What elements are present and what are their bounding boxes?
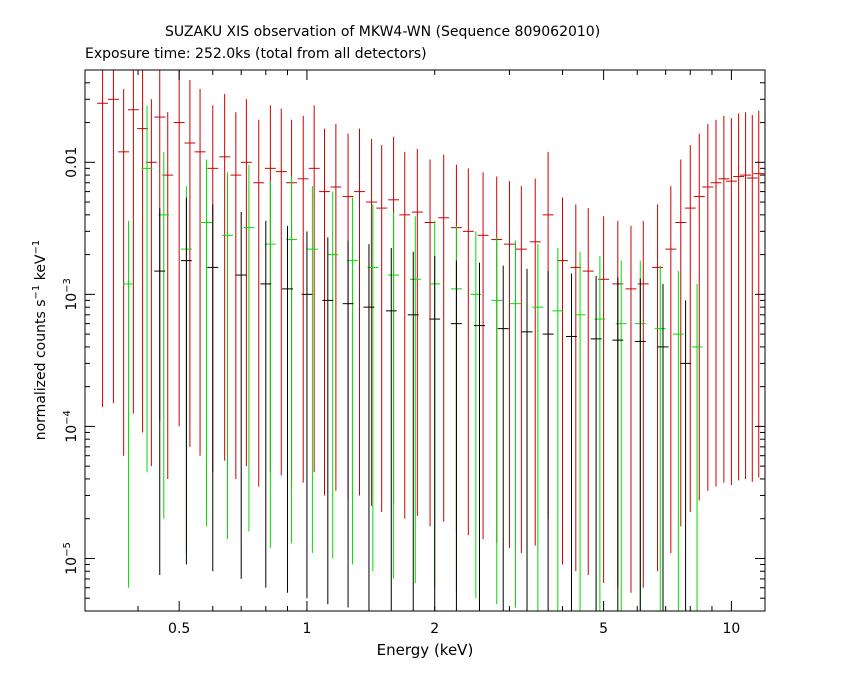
y-tick-label-exp: −4 — [62, 410, 73, 425]
y-tick-label-base: 0.01 — [64, 147, 80, 178]
y-tick-label: 10−5 — [62, 542, 80, 575]
y-tick-label: 0.01 — [64, 147, 80, 178]
x-tick-label: 2 — [430, 621, 439, 637]
y-axis-label-part2: keV — [33, 254, 49, 285]
y-tick-label: 10−3 — [62, 278, 80, 311]
series-2 — [154, 197, 692, 611]
y-tick-label-exp: −3 — [62, 278, 73, 293]
y-axis-label-sup2: −1 — [31, 240, 42, 255]
y-axis-label-part1: normalized counts s — [33, 299, 49, 440]
y-tick-label-exp: −5 — [62, 542, 73, 557]
y-axis-label: normalized counts s−1 keV−1 — [31, 240, 49, 441]
data-series-group — [97, 70, 765, 611]
y-tick-label: 10−4 — [62, 410, 80, 443]
chart-subtitle: Exposure time: 252.0ks (total from all d… — [85, 46, 427, 62]
x-axis-label: Energy (keV) — [377, 641, 474, 659]
x-tick-label: 1 — [302, 621, 311, 637]
y-axis-label-sup1: −1 — [31, 285, 42, 300]
series-0 — [97, 70, 765, 593]
axis-ticks — [84, 69, 765, 612]
chart-title: SUZAKU XIS observation of MKW4-WN (Seque… — [165, 24, 601, 40]
y-tick-label-base: 10 — [64, 425, 80, 443]
y-tick-label-base: 10 — [64, 557, 80, 575]
plot-frame — [84, 69, 766, 612]
x-tick-label: 5 — [599, 621, 608, 637]
x-tick-label: 10 — [722, 621, 740, 637]
x-tick-label: 0.5 — [168, 621, 190, 637]
y-tick-label-base: 10 — [64, 293, 80, 311]
